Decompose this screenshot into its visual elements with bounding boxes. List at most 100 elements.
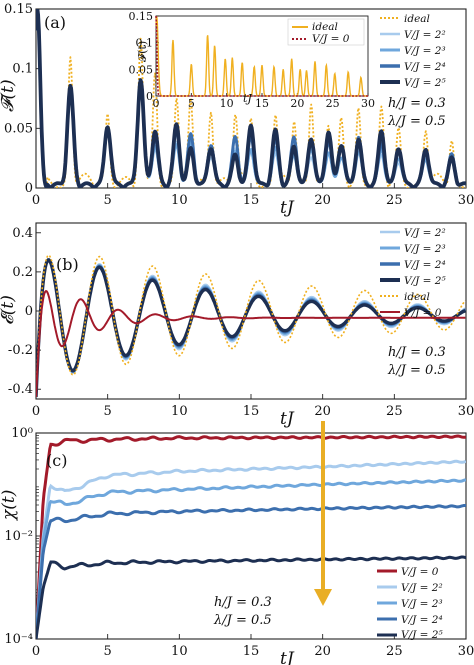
legend-c-v4: V/J = 2² [401,582,443,594]
panel-a-label: (a) [44,13,66,32]
inset-xtick-label: 20 [290,97,304,110]
panel-a-xtick-label: 20 [314,193,331,208]
panel-b-xtick-label: 15 [243,404,260,419]
inset-legend: ideal V/J = 0 [287,18,365,46]
panel-b-series-v-j-2 [36,258,466,398]
panel-c-series-v-j-2 [36,555,466,639]
legend-b-v8: V/J = 2³ [404,243,446,255]
panel-b-xtick-label: 20 [314,404,331,419]
panel-a-ytick-label: 0.05 [4,121,33,136]
panel-a-legend: ideal V/J = 2² V/J = 2³ V/J = 2⁴ V/J = 2… [380,13,446,89]
inset-ylabel: 𝓕(t) [136,41,149,62]
panel-a-series-v-j-2 [36,9,466,188]
panel-b-xtick-label: 0 [32,404,40,419]
legend-a-v16: V/J = 2⁴ [404,61,446,73]
legend-b-v4: V/J = 2² [404,227,446,239]
panel-a-xtick-label: 10 [171,193,188,208]
inset-ytick-label: 0.15 [129,10,154,23]
legend-b-v32: V/J = 2⁵ [404,275,446,287]
panel-c-lines [36,434,466,639]
legend-c-v8: V/J = 2³ [401,598,443,610]
panel-a-ytick-label: 0.15 [4,2,33,17]
panel-c-xlabel: tJ [280,649,295,665]
panel-b-ytick-label: 0.4 [12,226,33,241]
legend-a-v32: V/J = 2⁵ [404,77,446,89]
panel-c-label: (c) [46,451,67,470]
panel-b-legend: V/J = 2² V/J = 2³ V/J = 2⁴ V/J = 2⁵ idea… [380,227,446,319]
panel-c-xtick-label: 15 [243,644,260,659]
panel-b-ytick-label: -0.2 [8,343,33,358]
panel-b-xtick-label: 25 [386,404,403,419]
legend-b-v16: V/J = 2⁴ [404,259,446,271]
panel-c-ytick-label: 10⁻⁴ [4,632,33,647]
panel-c-ytick-label: 10⁰ [11,426,33,441]
legend-b-ideal: ideal [404,291,430,303]
inset-xtick-label: 10 [220,97,234,110]
legend-b-v0: V/J = 0 [404,307,442,319]
panel-c-series-v-j-2 [36,478,466,639]
panel-a-inset: 0 5 10 15 20 25 30 0 0.05 0.1 0.15 𝓕(t) tJ ideal V… [129,10,376,110]
panel-b-label: (b) [56,255,79,274]
panel-a-ytick-label: 0 [25,181,33,196]
panel-a-lines [36,9,466,188]
panel-b-xtick-label: 30 [458,404,474,419]
inset-xtick-label: 15 [255,97,269,110]
panel-c-xtick-label: 0 [32,644,40,659]
panel-c: 0 5 10 15 20 25 30 10⁻⁴ 10⁻² 10⁰ (c) χ(t) tJ V/J … [0,421,474,665]
arrow-head [314,589,332,606]
panel-c-xtick-label: 25 [386,644,403,659]
inset-legend-ideal: ideal [312,21,338,33]
inset-xtick-label: 5 [188,97,195,110]
inset-ytick-label: 0 [146,90,153,103]
inset-series-ideal [155,16,368,97]
legend-a-v8: V/J = 2³ [404,45,446,57]
panel-c-xtick-label: 5 [104,644,112,659]
panel-a-xtick-label: 25 [386,193,403,208]
panel-b-ytick-label: 0.2 [12,265,33,280]
panel-c-param-h: h/J = 0.3 [214,595,272,610]
inset-ytick-label: 0.05 [129,63,154,76]
panel-a-xtick-label: 15 [243,193,260,208]
panel-c-ytick-label: 10⁻² [4,529,33,544]
panel-a: 0 5 10 15 20 25 30 0 0.05 0.1 0.15 (a) 𝓕(t) tJ 0 5 1… [0,2,474,218]
panel-c-xtick-label: 30 [458,644,474,659]
inset-xtick-label: 30 [361,97,375,110]
panel-b-xtick-label: 5 [104,404,112,419]
panel-a-ticks: 0 5 10 15 20 25 30 0 0.05 0.1 0.15 [4,2,474,208]
panel-a-param-h: h/J = 0.3 [388,96,446,111]
panel-c-ticks: 0 5 10 15 20 25 30 10⁻⁴ 10⁻² 10⁰ [4,426,474,659]
panel-a-param-lambda: λ/J = 0.5 [387,114,446,129]
panel-c-series-v-j-2 [36,459,466,639]
legend-c-v32: V/J = 2⁵ [401,629,443,641]
panel-c-series-v-j-2 [36,504,466,639]
panel-a-xlabel: tJ [280,198,295,218]
arrow-down [314,421,332,606]
legend-c-v16: V/J = 2⁴ [401,614,443,626]
panel-b-xlabel: tJ [280,409,295,429]
panel-c-xtick-label: 20 [314,644,331,659]
legend-a-v4: V/J = 2² [404,29,446,41]
panel-b-xtick-label: 10 [171,404,188,419]
inset-ytick-label: 0.1 [136,37,154,50]
panel-b-lines [36,254,466,398]
inset-legend-box [287,18,365,46]
panel-a-xtick-label: 0 [32,193,40,208]
panel-b-ticks: 0 5 10 15 20 25 30 -0.4 -0.2 0 0.2 0.4 [8,226,474,419]
panel-c-ylabel: χ(t) [0,490,19,521]
panel-b-ylabel: 𝓔(t) [0,295,18,325]
panel-b-ytick-label: 0 [25,304,33,319]
inset-xtick-label: 0 [153,97,160,110]
panel-b: 0 5 10 15 20 25 30-0.4-0.200.20.4 (b) 𝓔(t) tJ … [0,222,474,429]
panel-b-ytick-label: -0.4 [8,382,33,397]
panel-a-xtick-label: 30 [458,193,474,208]
inset-lines [155,15,368,97]
panel-a-ylabel: 𝓕(t) [0,79,18,112]
panel-b-param-h: h/J = 0.3 [388,345,446,360]
inset-ticks: 0 5 10 15 20 25 30 0 0.05 0.1 0.15 [129,10,376,110]
panel-c-legend: V/J = 0 V/J = 2² V/J = 2³ V/J = 2⁴ V/J =… [377,566,443,641]
legend-c-v0: V/J = 0 [401,566,439,578]
inset-series-v0 [155,15,368,97]
panel-c-series-v-j-0 [36,434,466,639]
panel-c-xtick-label: 10 [171,644,188,659]
